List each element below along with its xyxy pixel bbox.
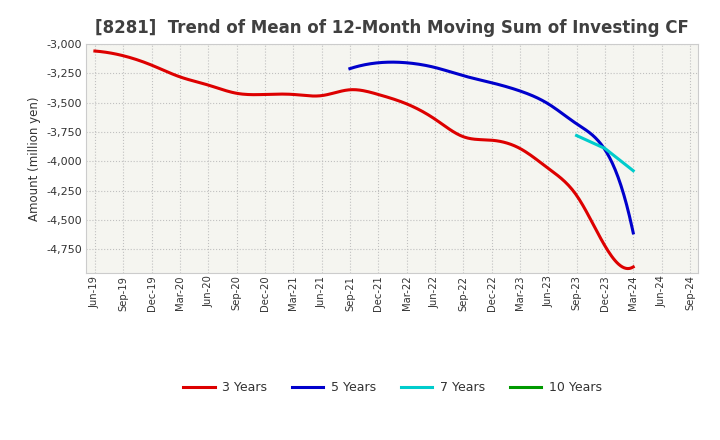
Title: [8281]  Trend of Mean of 12-Month Moving Sum of Investing CF: [8281] Trend of Mean of 12-Month Moving … [96,19,689,37]
Y-axis label: Amount (million yen): Amount (million yen) [28,96,41,220]
Legend: 3 Years, 5 Years, 7 Years, 10 Years: 3 Years, 5 Years, 7 Years, 10 Years [179,376,606,399]
